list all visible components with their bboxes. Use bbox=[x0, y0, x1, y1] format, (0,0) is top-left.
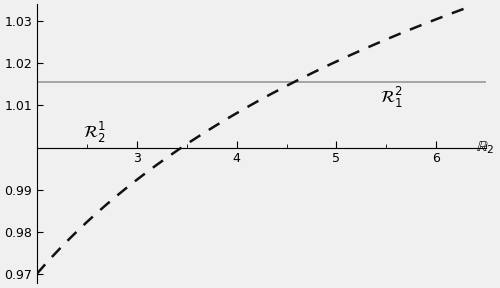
Text: $\mathbb{R}_2$: $\mathbb{R}_2$ bbox=[476, 139, 494, 156]
Text: $\mathcal{R}_2^1$: $\mathcal{R}_2^1$ bbox=[84, 120, 106, 145]
Text: $\mathcal{R}_1^2$: $\mathcal{R}_1^2$ bbox=[380, 84, 403, 109]
